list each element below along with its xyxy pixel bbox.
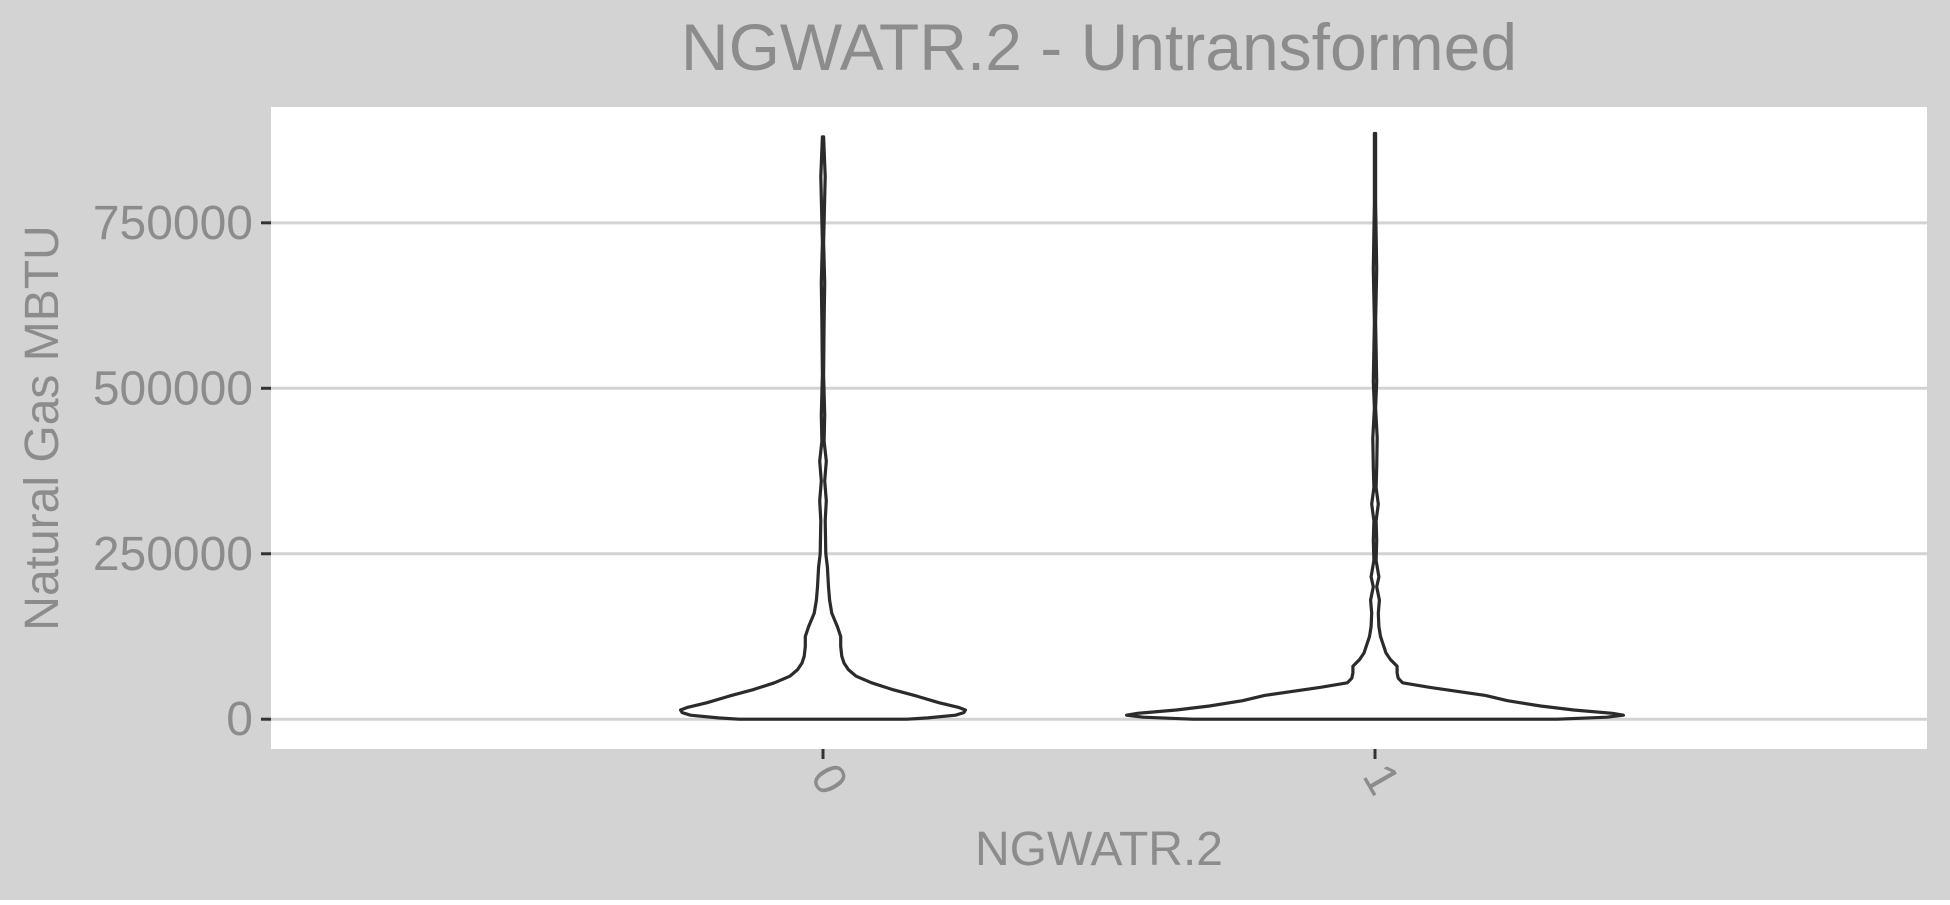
violin-0 — [679, 135, 967, 721]
violin-1 — [1125, 131, 1625, 721]
y-tick-label: 750000 — [93, 197, 253, 250]
x-axis-title: NGWATR.2 — [975, 823, 1223, 876]
plot-area — [271, 107, 1927, 749]
chart-title: NGWATR.2 - Untransformed — [681, 10, 1517, 84]
violins — [679, 131, 1625, 721]
grid-lines — [271, 221, 1927, 721]
y-axis-title: Natural Gas MBTU — [16, 225, 69, 630]
y-tick-label: 0 — [226, 693, 253, 746]
y-tick-label: 250000 — [93, 528, 253, 581]
y-tick-label: 500000 — [93, 362, 253, 415]
